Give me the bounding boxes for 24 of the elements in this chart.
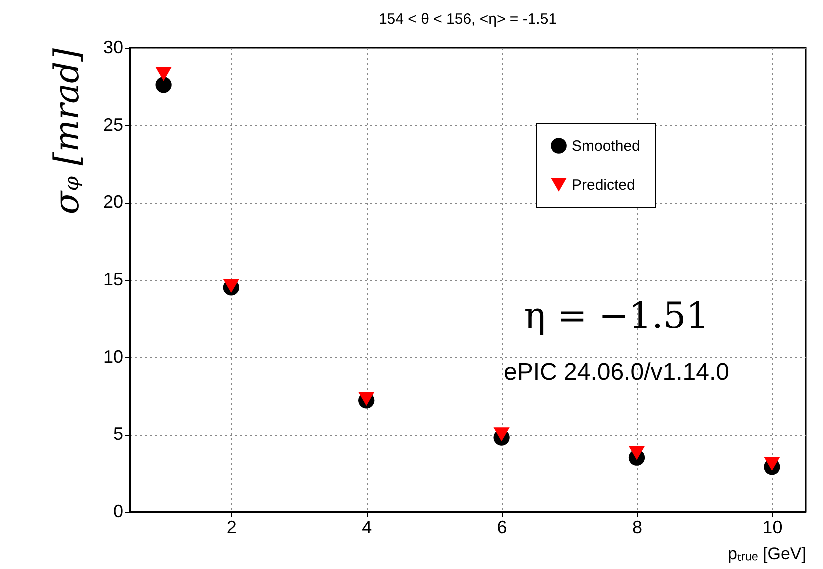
y-tick-label: 25 (103, 114, 124, 135)
annotation: ePIC 24.06.0/v1.14.0 (504, 358, 730, 386)
point (494, 428, 510, 442)
x-tick-label: 10 (762, 518, 783, 538)
x-tick-label: 6 (497, 518, 508, 538)
y-tick-label: 15 (103, 270, 124, 290)
y-tick-label: 30 (103, 38, 124, 58)
x-axis-title: pₜᵣᵤₑ [GeV] (728, 544, 806, 564)
y-tick-label: 20 (103, 192, 124, 212)
point (156, 67, 172, 82)
y-tick-label: 10 (103, 346, 124, 367)
x-tick-label: 8 (632, 518, 643, 538)
legend-label: Smoothed (572, 138, 640, 155)
legend-label: Predicted (572, 177, 636, 194)
y-axis-title: σᵩ [mrad] (48, 48, 88, 215)
x-tick-label: 2 (226, 518, 237, 538)
point (628, 446, 646, 460)
point (764, 457, 780, 472)
y-tick-label: 0 (113, 502, 124, 522)
annotation: η = −1.51 (524, 296, 710, 338)
y-tick-label: 5 (113, 424, 124, 444)
point (156, 77, 172, 94)
x-tick-label: 4 (362, 518, 372, 538)
chart-title: 154 < θ < 156, <η> = -1.51 (378, 11, 558, 28)
